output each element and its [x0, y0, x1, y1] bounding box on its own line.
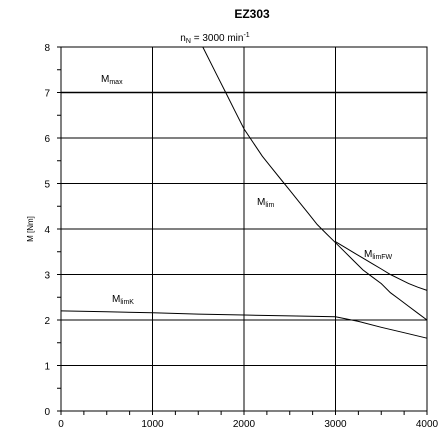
y-tick-label-1: 1 [44, 362, 50, 373]
y-axis-label: M [Nm] [26, 216, 35, 242]
subtitle-value: = 3000 min [191, 33, 244, 44]
chart-title: EZ303 [234, 7, 270, 21]
chart-subtitle: nN = 3000 min-1 [180, 32, 250, 45]
series-line-m-lim [202, 46, 428, 321]
series-label-m-limk: MlimK [112, 294, 134, 306]
x-tick-label-2000: 2000 [233, 419, 256, 430]
axes [57, 46, 428, 415]
curve-labels: Mmax Mlim MlimFW MlimK [101, 74, 393, 306]
subtitle-sup: -1 [243, 32, 249, 39]
x-tick-label-1000: 1000 [141, 419, 164, 430]
y-tick-label-6: 6 [44, 134, 50, 145]
subtitle-sub: N [186, 38, 191, 45]
series-label-m-lim: Mlim [257, 197, 274, 209]
y-tick-label-3: 3 [44, 271, 50, 282]
series-label-m-max: Mmax [101, 74, 123, 86]
plot-frame [60, 46, 428, 412]
y-tick-label-0: 0 [44, 407, 50, 418]
y-tick-label-2: 2 [44, 316, 50, 327]
x-tick-label-4000: 4000 [416, 419, 439, 430]
y-tick-label-5: 5 [44, 180, 50, 191]
x-tick-label-3000: 3000 [324, 419, 347, 430]
curves [60, 46, 428, 339]
y-tick-label-4: 4 [44, 225, 50, 236]
subtitle-main: n [180, 33, 186, 44]
y-tick-label-8: 8 [44, 43, 50, 54]
series-line-m-limfw [335, 241, 428, 291]
series-line-m-limk [60, 310, 428, 339]
y-tick-label-7: 7 [44, 89, 50, 100]
x-tick-label-0: 0 [58, 419, 64, 430]
tick-labels: 0 1 2 3 4 5 6 7 8 0 1000 2000 3000 4000 [44, 43, 438, 430]
series-label-m-limfw: MlimFW [364, 249, 393, 261]
